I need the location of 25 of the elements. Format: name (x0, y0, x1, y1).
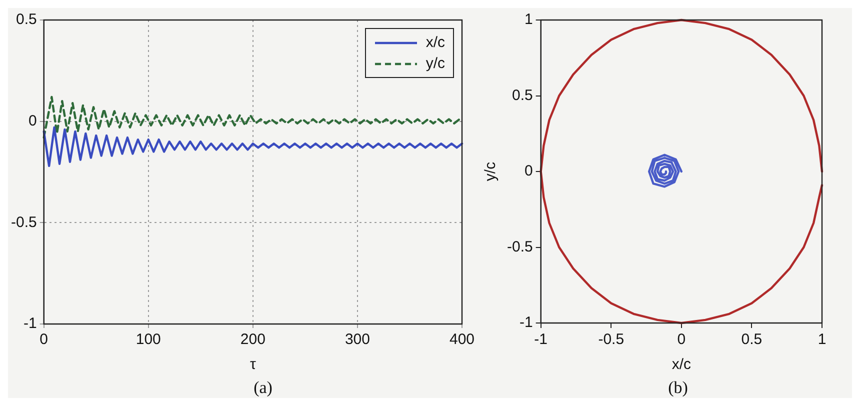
x-tick-label: 0 (40, 331, 48, 348)
x-tick-label: 200 (240, 331, 266, 348)
x-tick-label: 0 (677, 331, 686, 348)
x-tick-label: 1 (818, 331, 826, 348)
legend-label: y/c (426, 55, 445, 72)
x-tick-label: 100 (136, 331, 161, 348)
y-tick-label: 0.5 (512, 86, 533, 104)
y-axis-title: y/c (482, 161, 500, 182)
y-tick-label: 0.5 (16, 11, 37, 28)
y-tick-label: -1 (520, 314, 533, 332)
x-axis-title: x/c (672, 356, 692, 374)
y-tick-label: -1 (24, 315, 37, 332)
y-tick-label: -0.5 (10, 214, 37, 231)
x-axis-title: τ (250, 356, 256, 374)
y-tick-label: 0 (28, 112, 37, 130)
x-tick-label: 300 (344, 331, 370, 348)
y-tick-label: -0.5 (506, 238, 533, 256)
y-tick-label: 0 (524, 162, 533, 180)
legend-label: x/c (426, 34, 445, 51)
x-tick-label: 0.5 (741, 331, 762, 348)
x-tick-label: -0.5 (598, 331, 624, 348)
x-tick-label: 400 (449, 331, 475, 348)
text: (a) (252, 378, 274, 398)
text: (b) (667, 378, 689, 398)
y-tick-label: 1 (524, 11, 533, 28)
